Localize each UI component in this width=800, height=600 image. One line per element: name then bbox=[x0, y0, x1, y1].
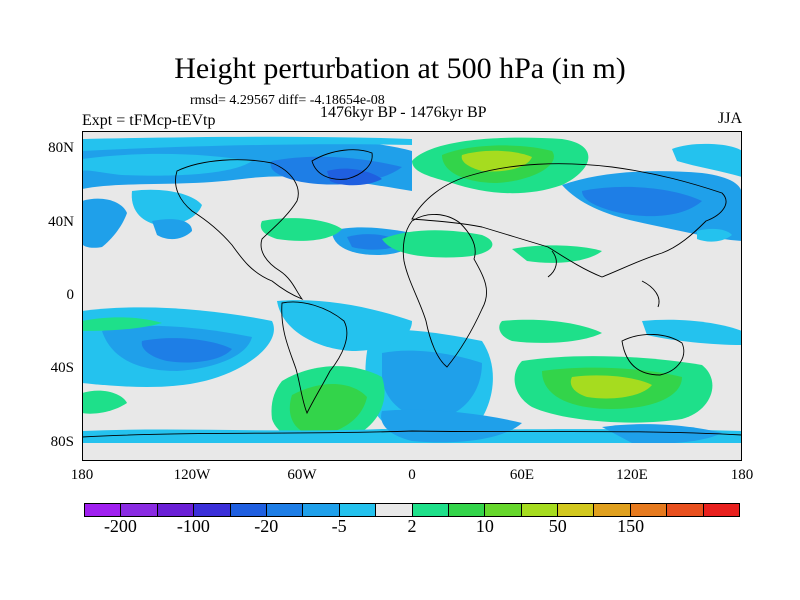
stats-label: rmsd= 4.29567 diff= -4.18654e-08 bbox=[190, 93, 385, 108]
colorbar-label: -5 bbox=[331, 516, 347, 536]
colorbar-label: -100 bbox=[176, 516, 210, 536]
lon-tick-label: 120W bbox=[173, 467, 211, 483]
plot-title: Height perturbation at 500 hPa (in m) bbox=[174, 52, 626, 85]
colorbar-label: 10 bbox=[475, 516, 494, 536]
colorbar-swatch bbox=[85, 504, 122, 516]
colorbar-swatch bbox=[630, 504, 668, 516]
lon-tick-label: 0 bbox=[408, 467, 416, 483]
colorbar-label: 150 bbox=[617, 516, 645, 536]
map-frame bbox=[82, 131, 742, 461]
colorbar-swatch bbox=[521, 504, 559, 516]
colorbar-label: -200 bbox=[103, 516, 137, 536]
lon-tick-label: 120E bbox=[616, 467, 648, 483]
map-plot bbox=[82, 131, 742, 461]
colorbar-swatch bbox=[703, 504, 740, 516]
lon-tick-label: 60W bbox=[287, 467, 317, 483]
colorbar-swatch bbox=[667, 504, 704, 516]
colorbar-swatch bbox=[230, 504, 267, 516]
colorbar-swatch bbox=[412, 504, 449, 516]
lon-tick-label: 180 bbox=[730, 467, 754, 483]
lat-tick-label: 80S bbox=[50, 433, 74, 450]
lat-tick-label: 40N bbox=[48, 213, 74, 230]
colorbar-swatch bbox=[448, 504, 486, 516]
colorbar-swatch bbox=[157, 504, 195, 516]
lon-tick-label: 180 bbox=[70, 467, 94, 483]
colorbar-swatch bbox=[485, 504, 522, 516]
coastlines bbox=[82, 149, 742, 438]
colorbar-swatch bbox=[266, 504, 304, 516]
lat-tick-label: 80N bbox=[48, 140, 74, 157]
colorbar-swatch bbox=[121, 504, 158, 516]
experiment-label: Expt = tFMcp-tEVtp bbox=[82, 112, 216, 129]
contour-fills bbox=[82, 131, 742, 461]
colorbar-label: 2 bbox=[407, 516, 417, 536]
colorbar-label: -20 bbox=[254, 516, 279, 536]
colorbar-swatch bbox=[194, 504, 231, 516]
colorbar-swatch bbox=[339, 504, 377, 516]
colorbar-swatch bbox=[376, 504, 413, 516]
period-label: 1476kyr BP - 1476kyr BP bbox=[320, 104, 487, 121]
season-label: JJA bbox=[717, 110, 742, 127]
lon-tick-label: 60E bbox=[509, 467, 535, 483]
colorbar bbox=[84, 503, 740, 517]
colorbar-swatch bbox=[303, 504, 340, 516]
lat-tick-label: 0 bbox=[66, 287, 75, 303]
lat-tick-label: 40S bbox=[50, 360, 74, 377]
colorbar-label: 50 bbox=[548, 516, 567, 536]
colorbar-swatch bbox=[594, 504, 631, 516]
colorbar-swatch bbox=[558, 504, 595, 516]
